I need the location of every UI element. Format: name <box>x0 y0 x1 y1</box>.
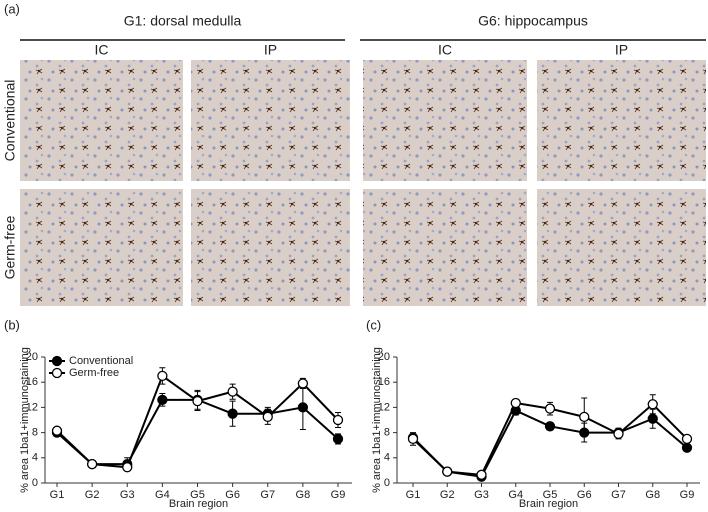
x-tick-label: G1 <box>406 489 421 501</box>
panel-label: (b) <box>4 317 20 332</box>
micrograph <box>363 189 527 306</box>
panel-label: (c) <box>366 317 381 332</box>
y-axis-label: % area 1ba1+immunostaining <box>371 347 383 493</box>
panel-label: (a) <box>4 1 20 16</box>
point <box>86 458 98 470</box>
x-tick-label: G8 <box>645 489 660 501</box>
point <box>332 433 344 445</box>
y-tick-label: 8 <box>32 427 38 439</box>
x-tick-label: G7 <box>611 489 626 501</box>
y-tick-label: 16 <box>378 376 390 388</box>
micrograph <box>537 60 706 181</box>
x-tick-label: G3 <box>474 489 489 501</box>
point <box>332 414 344 426</box>
column-label: IP <box>264 42 277 58</box>
y-tick-label: 12 <box>26 401 38 413</box>
point <box>51 425 63 436</box>
point <box>476 469 487 480</box>
point <box>544 403 556 414</box>
point <box>297 402 309 413</box>
legend-label: Conventional <box>69 355 133 367</box>
point <box>442 466 453 477</box>
y-tick-label: 0 <box>32 477 38 489</box>
x-tick-label: G4 <box>155 489 170 501</box>
point <box>407 433 419 445</box>
point <box>613 428 624 440</box>
point <box>647 413 658 424</box>
y-tick-label: 20 <box>26 351 38 363</box>
series-line <box>56 374 339 469</box>
y-tick-label: 4 <box>384 452 390 464</box>
row-label: Germ-free <box>2 215 18 279</box>
group-title: G1: dorsal medulla <box>124 13 242 29</box>
y-tick-label: 20 <box>378 351 390 363</box>
point <box>544 421 556 432</box>
point <box>227 408 238 419</box>
micrograph <box>537 189 706 306</box>
series-line <box>412 409 688 478</box>
row-label: Conventional <box>2 80 18 162</box>
x-tick-label: G8 <box>296 489 311 501</box>
point <box>647 399 658 410</box>
x-tick-label: G3 <box>120 489 135 501</box>
micrograph <box>191 60 350 181</box>
group-title: G6: hippocampus <box>478 13 588 29</box>
y-tick-label: 12 <box>378 401 390 413</box>
y-tick-label: 0 <box>384 477 390 489</box>
legend-label: Germ-free <box>69 367 119 379</box>
x-axis-label: Brain region <box>169 498 228 510</box>
point <box>227 386 238 397</box>
x-tick-label: G4 <box>508 489 523 501</box>
legend-marker <box>51 355 63 367</box>
column-label: IC <box>438 42 452 58</box>
micrograph <box>20 189 183 306</box>
x-tick-label: G2 <box>85 489 100 501</box>
x-tick-label: G9 <box>680 489 695 501</box>
y-tick-label: 4 <box>32 452 38 464</box>
x-tick-label: G5 <box>190 489 205 501</box>
x-axis-label: Brain region <box>519 498 578 510</box>
x-tick-label: G9 <box>331 489 346 501</box>
x-tick-label: G6 <box>577 489 592 501</box>
point <box>681 442 693 453</box>
y-tick-label: 16 <box>26 376 38 388</box>
point <box>262 411 273 423</box>
y-axis-label: % area 1ba1+immunostaining <box>19 347 31 493</box>
y-tick-label: 8 <box>384 427 390 439</box>
point <box>579 411 590 423</box>
point <box>681 433 693 445</box>
x-tick-label: G6 <box>225 489 240 501</box>
point <box>297 378 309 389</box>
point <box>122 462 133 473</box>
x-tick-label: G7 <box>260 489 275 501</box>
column-label: IC <box>95 42 109 58</box>
micrograph <box>20 60 183 181</box>
x-tick-label: G2 <box>440 489 455 501</box>
point <box>510 397 521 409</box>
legend-marker <box>51 367 63 379</box>
micrograph <box>191 189 350 306</box>
point <box>157 370 168 382</box>
x-tick-label: G5 <box>543 489 558 501</box>
x-tick-label: G1 <box>50 489 65 501</box>
column-label: IP <box>615 42 628 58</box>
point <box>157 394 168 405</box>
point <box>192 395 203 407</box>
micrograph <box>363 60 527 181</box>
